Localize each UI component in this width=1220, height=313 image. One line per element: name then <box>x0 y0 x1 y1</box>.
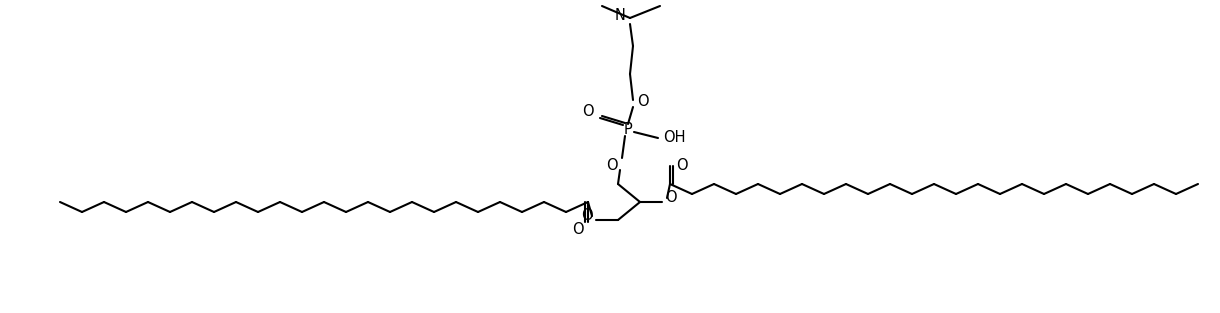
Text: O: O <box>637 95 649 110</box>
Text: O: O <box>676 158 688 173</box>
Text: O: O <box>572 223 584 238</box>
Text: OH: OH <box>662 131 686 146</box>
Text: O: O <box>606 158 617 173</box>
Text: O: O <box>582 105 594 120</box>
Text: O: O <box>665 189 677 204</box>
Text: O: O <box>581 208 593 223</box>
Text: N: N <box>615 8 626 23</box>
Text: P: P <box>623 122 632 137</box>
